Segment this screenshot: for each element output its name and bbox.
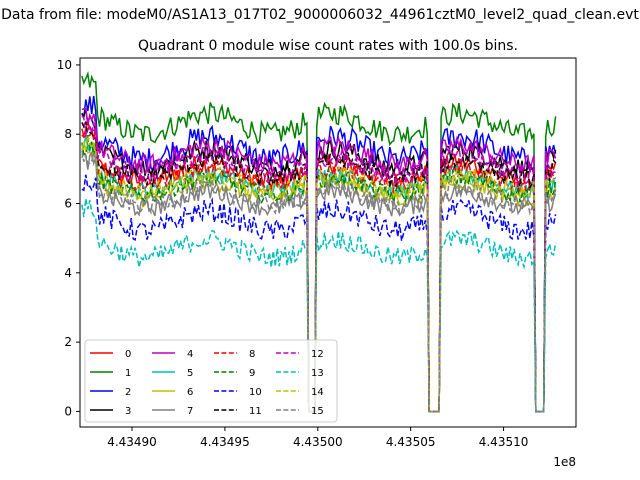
series-line-12 <box>81 115 556 413</box>
x-tick-label: 4.43495 <box>200 435 250 449</box>
series-line-11 <box>81 121 557 413</box>
legend-label-8: 8 <box>249 349 255 360</box>
series-line-15 <box>81 150 557 413</box>
x-axis: 4.43490 4.43495 4.43500 4.43505 4.43510 <box>107 427 528 449</box>
y-tick-label: 0 <box>64 404 72 418</box>
legend-label-9: 9 <box>249 368 255 379</box>
legend-label-10: 10 <box>249 387 262 398</box>
legend-label-13: 13 <box>311 368 324 379</box>
series-line-13 <box>81 198 557 413</box>
series-line-1 <box>81 71 557 413</box>
legend-label-0: 0 <box>125 349 131 360</box>
x-tick-label: 4.43505 <box>386 435 436 449</box>
legend-label-1: 1 <box>125 368 131 379</box>
x-offset-label: 1e8 <box>553 455 576 469</box>
legend-label-14: 14 <box>311 387 324 398</box>
series-line-7 <box>81 150 557 413</box>
y-tick-label: 2 <box>64 335 72 349</box>
y-axis: 0 2 4 6 8 10 <box>57 58 80 418</box>
legend-label-12: 12 <box>311 349 324 360</box>
legend-label-3: 3 <box>125 406 131 417</box>
legend-label-4: 4 <box>187 349 193 360</box>
legend-label-2: 2 <box>125 387 131 398</box>
y-tick-label: 10 <box>57 58 72 72</box>
y-tick-label: 4 <box>64 266 72 280</box>
x-tick-label: 4.43500 <box>293 435 343 449</box>
legend-label-7: 7 <box>187 406 193 417</box>
series-line-4 <box>81 108 557 413</box>
legend-label-6: 6 <box>187 387 193 398</box>
legend-box <box>84 339 338 423</box>
plot-frame <box>79 57 577 428</box>
legend-label-15: 15 <box>311 406 324 417</box>
legend-label-5: 5 <box>187 368 193 379</box>
x-tick-label: 4.43490 <box>107 435 157 449</box>
legend-label-11: 11 <box>249 406 262 417</box>
series-layer <box>81 71 557 413</box>
y-tick-label: 8 <box>64 127 72 141</box>
y-tick-label: 6 <box>64 197 72 211</box>
chart-title: Quadrant 0 module wise count rates with … <box>138 38 518 54</box>
figure-suptitle: Data from file: modeM0/AS1A13_017T02_900… <box>1 7 639 23</box>
series-line-8 <box>81 128 557 413</box>
series-line-10 <box>81 174 557 413</box>
x-tick-label: 4.43510 <box>479 435 529 449</box>
series-line-14 <box>81 135 557 413</box>
